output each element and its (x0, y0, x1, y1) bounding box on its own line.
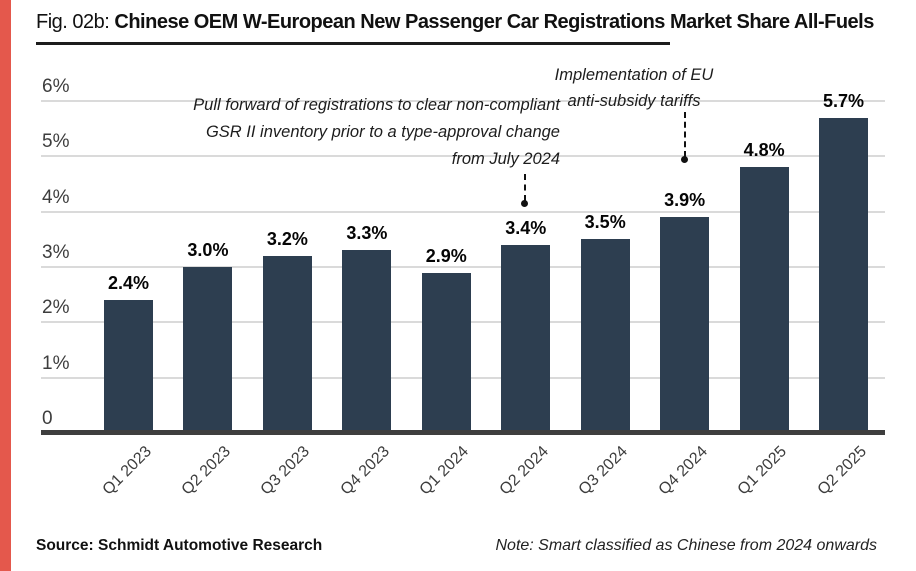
x-axis-baseline (41, 430, 885, 435)
bar-q1-2024 (421, 272, 471, 433)
annotation-connector-dot (681, 156, 688, 163)
bar-value-label: 3.9% (664, 190, 706, 211)
bar-q4-2024 (660, 217, 710, 433)
y-axis-tick-label: 6% (42, 76, 70, 98)
bar-q1-2023 (104, 300, 153, 433)
x-axis-tick-label: Q1 2023 (99, 443, 155, 499)
bar-value-label: 3.0% (187, 240, 229, 260)
annotation-gsr-pull-forward: Pull forward of registrations to clear n… (193, 92, 560, 173)
y-axis-tick-label: 1% (42, 352, 70, 374)
y-gridline (41, 100, 885, 103)
bar-q2-2024 (501, 244, 551, 433)
bar-value-label: 3.2% (266, 228, 308, 249)
figure-title-text: Chinese OEM W-European New Passenger Car… (114, 11, 874, 33)
bar-value-label: 2.9% (425, 245, 467, 266)
x-axis-tick-label: Q4 2024 (655, 443, 711, 499)
footnote: Note: Smart classified as Chinese from 2… (495, 537, 877, 554)
bar-q4-2023 (342, 250, 392, 433)
annotation-connector-dashed-line (684, 112, 686, 157)
bar-q1-2025 (739, 167, 789, 433)
bar-q3-2023 (262, 255, 312, 433)
x-axis-tick-label: Q2 2025 (814, 443, 870, 499)
y-gridline (41, 210, 885, 213)
bar-value-label: 5.7% (823, 90, 865, 111)
x-axis-tick-label: Q2 2023 (178, 443, 234, 499)
x-axis-tick-label: Q1 2024 (416, 443, 473, 499)
annotation-line: Pull forward of registrations to clear n… (193, 96, 560, 114)
accent-stripe (0, 0, 11, 571)
bar-q3-2024 (580, 239, 630, 433)
annotation-eu-tariffs: Implementation of EU anti-subsidy tariff… (484, 62, 784, 114)
y-axis-tick-label: 2% (42, 297, 70, 319)
annotation-line: GSR II inventory prior to a type-approva… (205, 123, 560, 141)
bar-value-label: 3.3% (346, 223, 388, 244)
x-axis-tick-label: Q3 2024 (575, 443, 632, 499)
x-axis-tick-label: Q2 2024 (496, 443, 552, 499)
figure-number-label: Fig. 02b: (36, 11, 110, 33)
source-credit: Source: Schmidt Automotive Research (36, 537, 323, 554)
annotation-line: from July 2024 (451, 150, 560, 168)
x-axis-tick-label: Q4 2023 (337, 443, 393, 499)
title-underline (36, 42, 670, 45)
y-axis-tick-label: 3% (42, 242, 70, 263)
bar-value-label: 3.5% (584, 212, 626, 233)
figure-title: Fig. 02b: Chinese OEM W-European New Pas… (36, 11, 874, 34)
annotation-connector-dashed-line (524, 174, 526, 201)
y-gridline (41, 155, 885, 158)
y-gridline (41, 266, 885, 268)
annotation-connector-dot (521, 200, 528, 207)
bar-value-label: 2.4% (107, 273, 150, 294)
y-axis-tick-label: 0 (42, 408, 53, 429)
x-axis-tick-label: Q3 2023 (257, 443, 314, 499)
bar-q2-2025 (819, 117, 869, 433)
bar-value-label: 3.4% (505, 217, 547, 238)
x-axis-tick-label: Q1 2025 (734, 443, 791, 499)
annotation-line: Implementation of EU (554, 66, 714, 84)
bar-value-label: 4.8% (743, 140, 785, 161)
y-axis-tick-label: 5% (42, 131, 70, 153)
y-axis-tick-label: 4% (42, 186, 70, 208)
bar-q2-2023 (183, 267, 233, 433)
annotation-line: anti-subsidy tariffs (567, 92, 701, 110)
